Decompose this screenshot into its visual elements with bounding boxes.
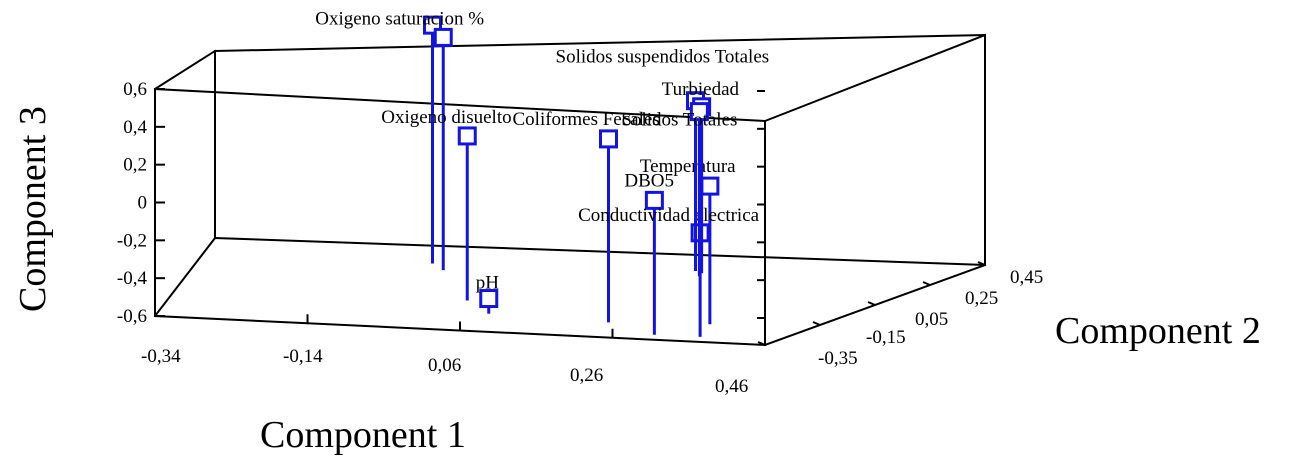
y-tick xyxy=(977,261,986,266)
x-tick-label: -0,14 xyxy=(283,346,323,367)
y-tick xyxy=(812,321,821,326)
data-point-label: Solidos Totales xyxy=(621,110,737,131)
data-point-marker xyxy=(479,289,499,309)
x-tick-label: -0,34 xyxy=(141,346,181,367)
y-tick-label: -0,35 xyxy=(818,348,858,369)
z-axis: 0,6 0,4 0,2 0 -0,2 -0,4 -0,6 xyxy=(117,79,765,327)
data-point-label: Turbiedad xyxy=(662,79,740,100)
z-tick-label: 0,4 xyxy=(123,117,147,138)
x-tick-label: 0,26 xyxy=(570,365,603,386)
x-tick-label: 0,06 xyxy=(428,355,461,376)
data-point-label: pH xyxy=(476,273,500,294)
y-axis: -0,35 -0,15 0,05 0,25 0,45 xyxy=(757,261,1043,369)
y-tick-label: 0,05 xyxy=(915,309,948,330)
data-point-label: Oxigeno saturacion % xyxy=(315,8,484,29)
y-tick xyxy=(922,281,931,286)
data-point-marker xyxy=(644,190,664,210)
z-axis-title: Component 3 xyxy=(12,106,54,312)
data-point-marker xyxy=(433,27,453,47)
y-axis-title: Component 2 xyxy=(1055,310,1261,352)
z-tick-label: -0,2 xyxy=(117,230,147,251)
x-axis: -0,34 -0,14 0,06 0,26 0,46 xyxy=(141,307,766,397)
z-tick-label: 0,2 xyxy=(123,155,147,176)
axes-box xyxy=(153,33,987,347)
x-axis-title: Component 1 xyxy=(260,414,466,456)
data-point-label: Conductividad electrica xyxy=(578,205,760,226)
data-point-marker xyxy=(457,126,477,146)
y-tick-label: 0,45 xyxy=(1010,267,1043,288)
y-tick-label: 0,25 xyxy=(965,288,998,309)
z-tick-label: -0,6 xyxy=(117,306,147,327)
y-tick-label: -0,15 xyxy=(866,327,906,348)
z-tick-label: 0 xyxy=(138,193,148,214)
x-tick-label: 0,46 xyxy=(715,376,748,397)
data-series: Coliformes TotalesOxigeno saturacion %Ox… xyxy=(315,8,770,337)
data-point-marker xyxy=(599,129,618,149)
data-point-label: Temperatura xyxy=(640,156,736,177)
y-tick xyxy=(757,341,766,346)
data-point-label: DBO5 xyxy=(624,170,674,191)
data-point-label: Coliformes Fecales xyxy=(513,109,660,130)
z-tick-label: 0,6 xyxy=(123,79,147,100)
data-point-label: Oxigeno disuelto xyxy=(381,107,511,128)
y-tick xyxy=(867,301,876,306)
data-point-marker xyxy=(689,102,709,122)
data-point-label: Solidos suspendidos Totales xyxy=(556,47,770,68)
data-point-marker xyxy=(700,176,720,196)
z-tick-label: -0,4 xyxy=(117,268,148,289)
